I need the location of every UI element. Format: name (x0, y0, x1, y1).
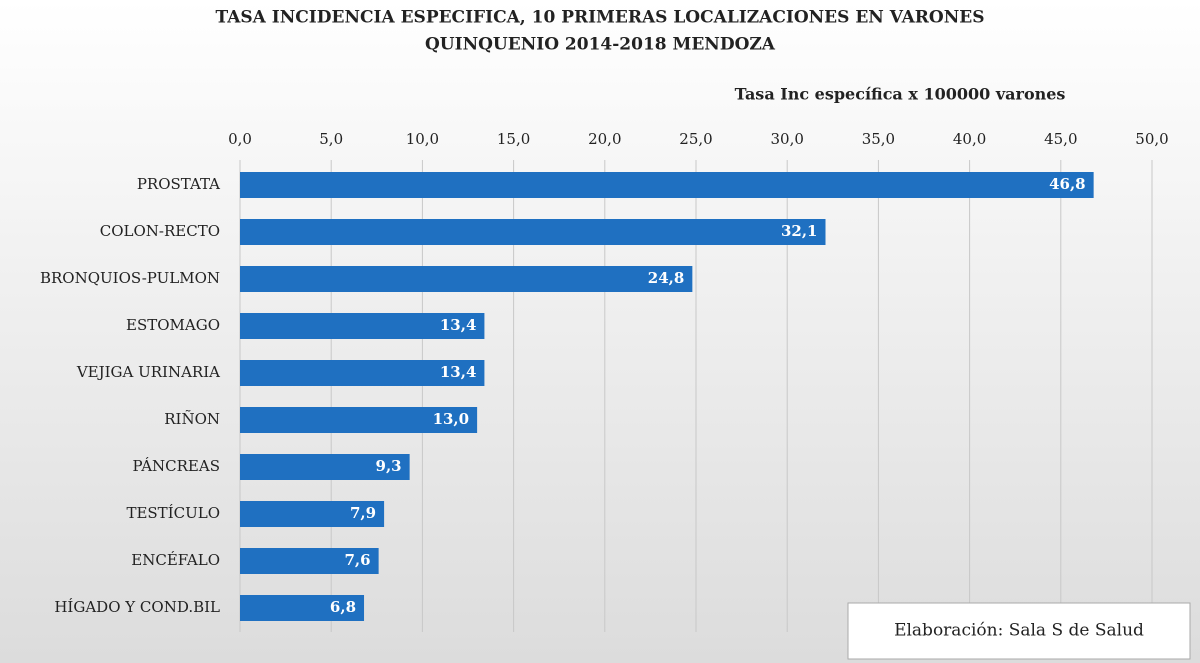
bar (240, 407, 478, 433)
axis-label: Tasa Inc específica x 100000 varones (735, 85, 1066, 104)
x-tick-label: 20,0 (588, 130, 621, 148)
data-label: 32,1 (781, 222, 818, 240)
bar (240, 548, 379, 574)
x-tick-label: 30,0 (770, 130, 803, 148)
y-tick-label: ESTOMAGO (126, 316, 220, 334)
data-label: 7,9 (350, 504, 376, 522)
y-tick-label: ENCÉFALO (131, 551, 220, 569)
data-label: 7,6 (345, 551, 371, 569)
x-tick-label: 15,0 (497, 130, 530, 148)
y-tick-label: VEJIGA URINARIA (76, 363, 220, 381)
x-tick-label: 10,0 (406, 130, 439, 148)
bar (240, 219, 826, 245)
data-label: 13,4 (440, 316, 477, 334)
data-label: 6,8 (330, 598, 356, 616)
x-tick-label: 50,0 (1135, 130, 1168, 148)
data-label: 46,8 (1049, 175, 1086, 193)
bar (240, 313, 485, 339)
source-note: Elaboración: Sala S de Salud (894, 621, 1144, 641)
x-tick-label: 5,0 (319, 130, 343, 148)
x-tick-label: 25,0 (679, 130, 712, 148)
y-tick-label: BRONQUIOS-PULMON (40, 269, 220, 287)
bar (240, 360, 485, 386)
y-tick-label: PROSTATA (137, 175, 220, 193)
chart-subtitle: QUINQUENIO 2014-2018 MENDOZA (425, 35, 776, 55)
y-tick-label: HÍGADO Y COND.BIL (54, 598, 220, 616)
x-tick-label: 40,0 (953, 130, 986, 148)
chart-title: TASA INCIDENCIA ESPECIFICA, 10 PRIMERAS … (215, 8, 984, 28)
y-tick-label: PÁNCREAS (132, 457, 220, 475)
y-tick-label: TESTÍCULO (126, 504, 220, 522)
bar (240, 501, 385, 527)
x-tick-label: 35,0 (862, 130, 895, 148)
bar (240, 172, 1094, 198)
data-label: 13,0 (433, 410, 470, 428)
note-box (847, 602, 1191, 660)
x-tick-label: 45,0 (1044, 130, 1077, 148)
data-label: 13,4 (440, 363, 477, 381)
plot-area: 0,0 5,0 10,0 15,0 20,0 25,0 30,0 35,0 40,0 45,0 50… (40, 130, 1169, 632)
y-tick-label: RIÑON (164, 410, 220, 428)
data-label: 24,8 (648, 269, 685, 287)
x-tick-label: 0,0 (228, 130, 252, 148)
bar (240, 266, 693, 292)
y-tick-label: COLON-RECTO (100, 222, 220, 240)
data-label: 9,3 (376, 457, 402, 475)
bar (240, 454, 410, 480)
bar (240, 595, 365, 621)
